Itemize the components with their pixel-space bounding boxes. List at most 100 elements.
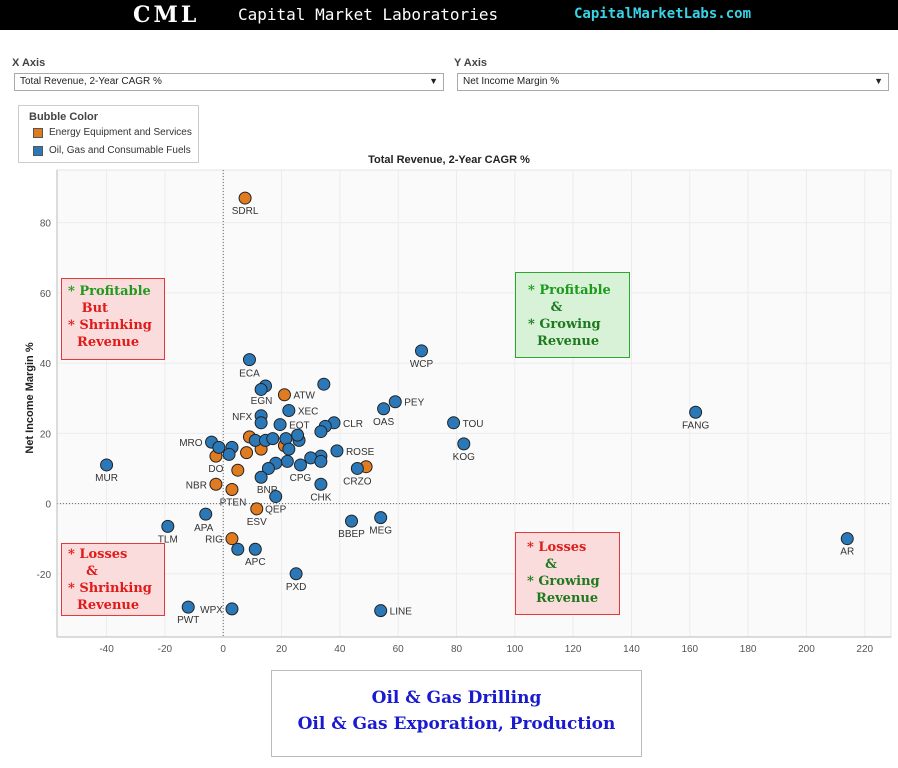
site-link[interactable]: CapitalMarketLabs.com	[574, 6, 752, 22]
data-point	[314, 454, 328, 468]
x-tick-label: 160	[681, 644, 698, 655]
quadrant-note-line: Revenue	[528, 334, 600, 349]
x-axis-select[interactable]: Total Revenue, 2-Year CAGR % ▼	[14, 73, 444, 91]
data-point	[280, 454, 294, 468]
x-tick-label: 100	[506, 644, 523, 655]
data-label: ATW	[293, 391, 315, 402]
data-label: CHK	[310, 492, 331, 503]
data-label: WPX	[200, 605, 223, 616]
data-point	[840, 532, 854, 546]
data-point	[161, 519, 175, 533]
data-label: EGN	[251, 396, 273, 407]
footer-line-2: Oil & Gas Exporation, Production	[297, 714, 616, 734]
data-point	[291, 428, 305, 442]
data-label: LINE	[390, 607, 413, 618]
legend-item-energy-equipment[interactable]: Energy Equipment and Services	[33, 127, 192, 138]
quadrant-note-line: * Growing	[528, 317, 601, 332]
data-point	[225, 602, 239, 616]
data-label: TOU	[463, 419, 484, 430]
quadrant-note-line: * Profitable	[68, 284, 151, 299]
data-label: QEP	[265, 505, 286, 516]
footer-caption-box: Oil & Gas Drilling Oil & Gas Exporation,…	[271, 670, 642, 757]
data-point	[240, 446, 254, 460]
quadrant-note-line: &	[528, 300, 563, 315]
x-tick-label: 140	[623, 644, 640, 655]
data-label: NFX	[232, 412, 252, 423]
quadrant-note-line: &	[68, 564, 98, 579]
data-label: PEY	[404, 398, 424, 409]
data-label: EQT	[289, 421, 310, 432]
y-tick-label: -20	[37, 570, 52, 581]
x-tick-label: 60	[393, 644, 405, 655]
quadrant-note-line: * Losses	[527, 540, 587, 555]
data-label: CLR	[343, 419, 363, 430]
data-point	[212, 440, 226, 454]
x-tick-label: -40	[99, 644, 114, 655]
data-label: BNP	[257, 485, 278, 496]
chart-title: Total Revenue, 2-Year CAGR %	[368, 154, 530, 166]
chevron-down-icon: ▼	[874, 76, 883, 86]
data-point	[447, 416, 461, 430]
quadrant-note-bottom-left: * Losses & * Shrinking Revenue	[61, 543, 165, 616]
data-point	[231, 542, 245, 556]
data-point	[225, 483, 239, 497]
legend-swatch	[33, 146, 43, 156]
quadrant-note-line: But	[68, 301, 109, 316]
legend-item-label: Energy Equipment and Services	[49, 127, 192, 138]
data-label: APC	[245, 557, 266, 568]
y-axis-select[interactable]: Net Income Margin % ▼	[457, 73, 889, 91]
y-axis-label: Y Axis	[454, 57, 488, 69]
legend-title: Bubble Color	[29, 111, 99, 123]
y-axis-select-value: Net Income Margin %	[463, 76, 560, 87]
quadrant-note-line: Revenue	[68, 598, 140, 613]
x-tick-label: 200	[798, 644, 815, 655]
data-point	[350, 461, 364, 475]
data-label: ESV	[247, 517, 267, 528]
x-tick-label: 40	[334, 644, 346, 655]
data-label: WCP	[410, 359, 434, 370]
data-point	[209, 477, 223, 491]
data-point	[269, 490, 283, 504]
quadrant-note-top-left: * Profitable But * Shrinking Revenue	[61, 278, 165, 360]
data-point	[282, 442, 296, 456]
quadrant-note-line: Revenue	[68, 335, 140, 350]
data-label: CPG	[290, 473, 312, 484]
cml-logo: CML	[133, 2, 200, 28]
color-legend: Bubble Color Energy Equipment and Servic…	[18, 105, 199, 163]
y-tick-label: 80	[40, 219, 52, 230]
data-point	[225, 532, 239, 546]
data-label: NBR	[186, 480, 207, 491]
x-axis-label: X Axis	[12, 57, 46, 69]
data-point	[242, 353, 256, 367]
quadrant-note-line: * Growing	[527, 574, 600, 589]
legend-item-label: Oil, Gas and Consumable Fuels	[49, 145, 191, 156]
data-point	[254, 416, 268, 430]
data-point	[222, 447, 236, 461]
data-point	[374, 604, 388, 618]
data-label: BBEP	[338, 529, 365, 540]
data-point	[330, 444, 344, 458]
data-label: ECA	[239, 369, 260, 380]
y-tick-label: 0	[45, 500, 51, 511]
legend-item-oil-gas[interactable]: Oil, Gas and Consumable Fuels	[33, 145, 191, 156]
x-axis-select-value: Total Revenue, 2-Year CAGR %	[20, 76, 162, 87]
x-tick-label: 20	[276, 644, 288, 655]
data-point	[317, 377, 331, 391]
data-point	[199, 507, 213, 521]
data-label: SDRL	[232, 206, 259, 217]
data-point	[293, 458, 307, 472]
data-label: FANG	[682, 420, 709, 431]
footer-line-1: Oil & Gas Drilling	[371, 688, 542, 708]
data-point	[415, 344, 429, 358]
y-tick-label: 40	[40, 359, 52, 370]
quadrant-note-line: * Losses	[68, 547, 128, 562]
x-tick-label: 0	[220, 644, 226, 655]
y-tick-label: 20	[40, 429, 52, 440]
x-tick-label: 120	[565, 644, 582, 655]
quadrant-note-bottom-right: * Losses & * Growing Revenue	[515, 532, 620, 615]
x-tick-label: 220	[856, 644, 873, 655]
quadrant-note-line: * Profitable	[528, 283, 611, 298]
data-point	[254, 470, 268, 484]
data-label: RIG	[205, 535, 223, 546]
